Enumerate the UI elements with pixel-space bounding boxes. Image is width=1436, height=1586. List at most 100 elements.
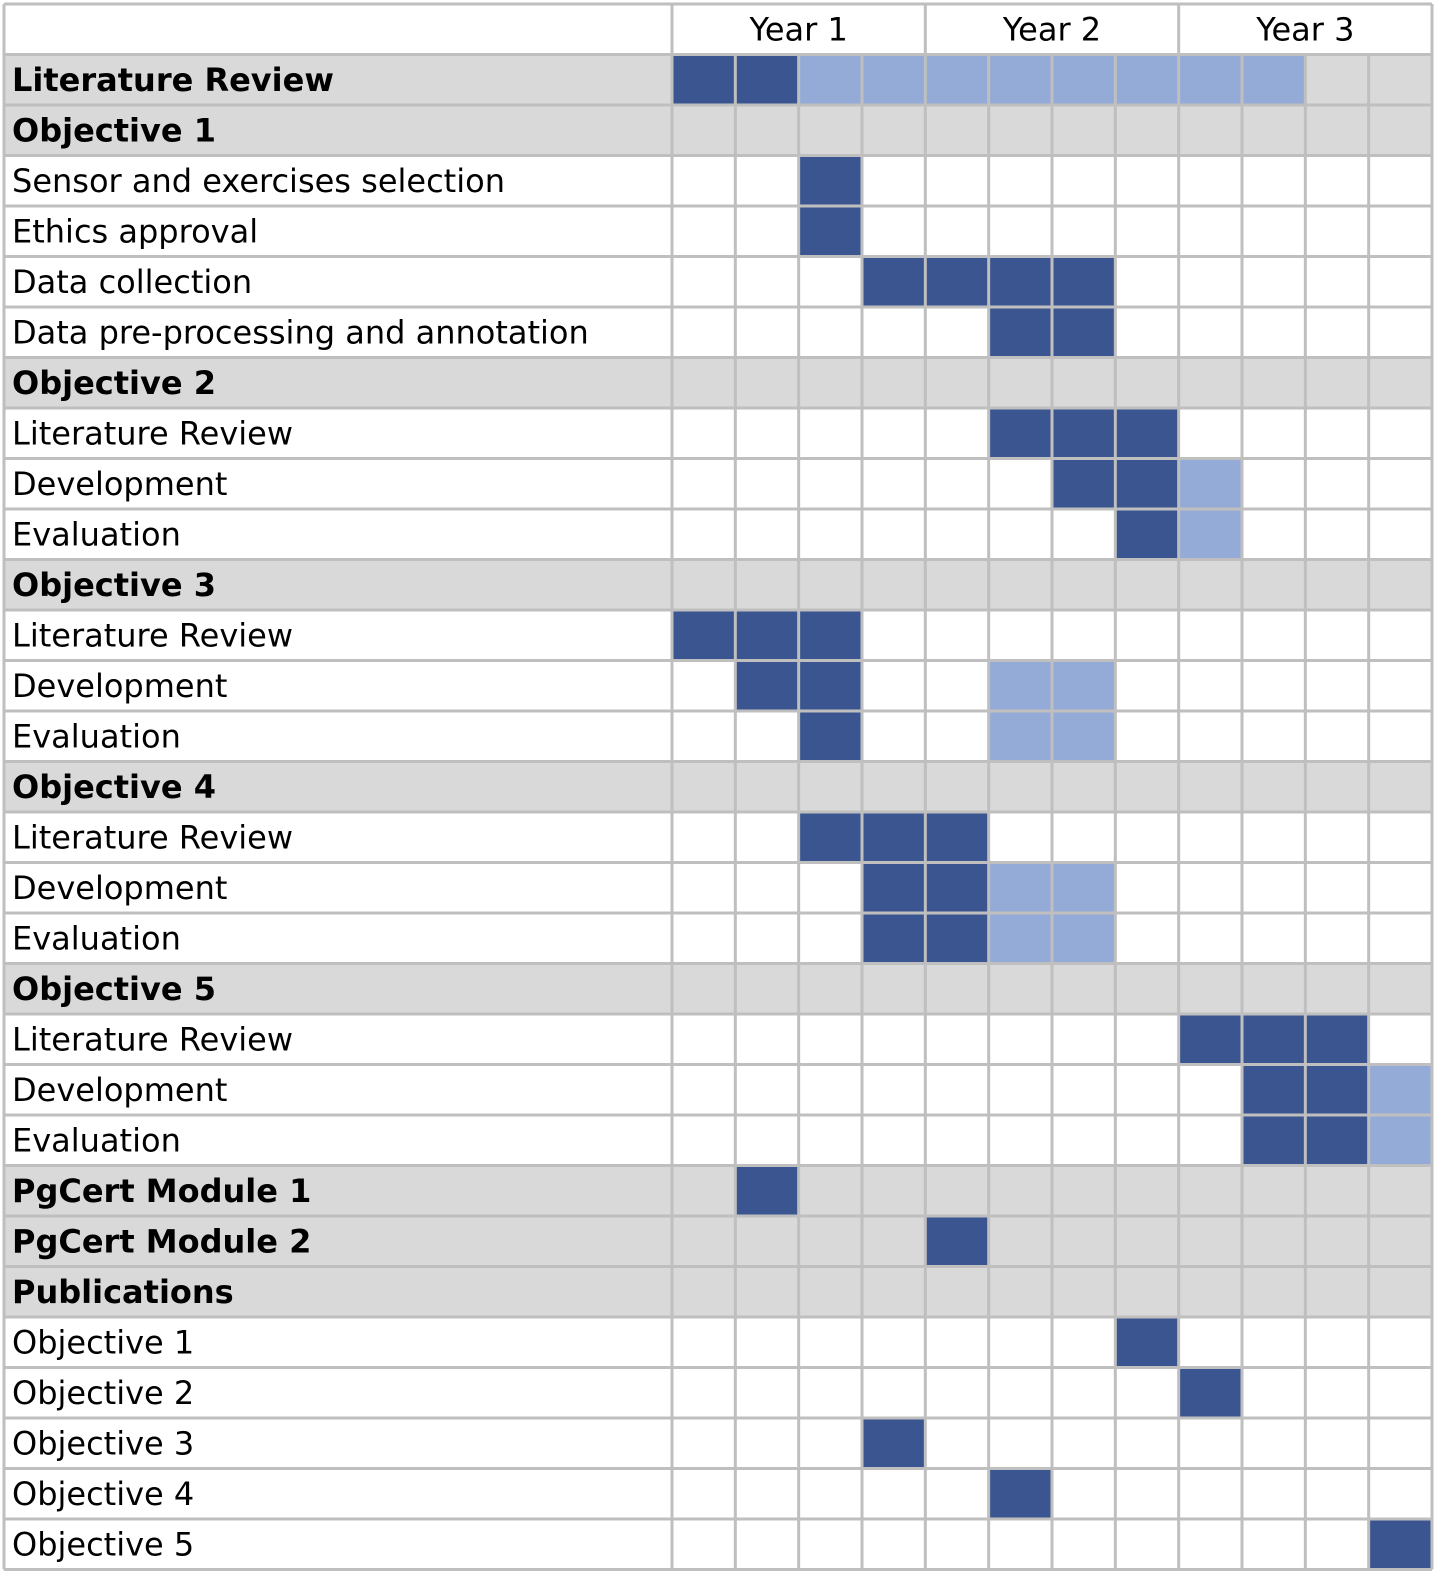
task-label: Development bbox=[12, 465, 227, 503]
gantt-cell-primary bbox=[925, 862, 989, 913]
gantt-cell-primary bbox=[1242, 1115, 1306, 1166]
gantt-cell-secondary bbox=[1052, 711, 1116, 762]
task-labels: Literature Review Objective 1 Sensor and e… bbox=[12, 61, 589, 1564]
gantt-cell-secondary bbox=[1052, 862, 1116, 913]
task-label: Objective 2 bbox=[12, 1374, 194, 1412]
header-row-bg bbox=[4, 761, 1432, 812]
row-backgrounds bbox=[4, 54, 1432, 1317]
task-label: Ethics approval bbox=[12, 212, 258, 250]
gantt-cell-primary bbox=[798, 155, 862, 206]
gantt-cell-primary bbox=[735, 660, 799, 711]
gantt-cell-primary bbox=[798, 610, 862, 661]
gantt-cell-primary bbox=[862, 256, 926, 307]
gantt-cell-secondary bbox=[988, 660, 1052, 711]
section-label: Objective 4 bbox=[12, 768, 216, 806]
section-label: PgCert Module 1 bbox=[12, 1172, 311, 1210]
gantt-cell-secondary bbox=[1178, 509, 1242, 560]
gantt-cell-primary bbox=[798, 812, 862, 863]
gantt-cell-primary bbox=[1052, 458, 1116, 509]
header-row-bg bbox=[4, 1216, 1432, 1267]
gantt-cell-primary bbox=[925, 256, 989, 307]
task-label: Evaluation bbox=[12, 515, 181, 553]
gantt-cell-primary bbox=[1305, 1115, 1369, 1166]
task-label: Objective 5 bbox=[12, 1525, 194, 1563]
gantt-cell-primary bbox=[1052, 307, 1116, 358]
gantt-cell-primary bbox=[672, 54, 736, 105]
section-label: Objective 2 bbox=[12, 364, 216, 402]
section-label: Objective 5 bbox=[12, 970, 216, 1008]
task-label: Evaluation bbox=[12, 919, 181, 957]
gantt-cell-primary bbox=[1115, 408, 1179, 459]
task-label: Objective 4 bbox=[12, 1475, 194, 1513]
gantt-cell-secondary bbox=[1052, 913, 1116, 964]
gantt-cell-primary bbox=[1115, 458, 1179, 509]
gantt-cell-primary bbox=[1368, 1519, 1432, 1570]
task-label: Objective 3 bbox=[12, 1424, 194, 1462]
task-label: Literature Review bbox=[12, 616, 293, 654]
header-row-bg bbox=[4, 105, 1432, 156]
gantt-cell-primary bbox=[925, 812, 989, 863]
gantt-cell-secondary bbox=[925, 54, 989, 105]
task-label: Evaluation bbox=[12, 1121, 181, 1159]
gantt-cell-primary bbox=[735, 610, 799, 661]
gantt-cell-primary bbox=[925, 913, 989, 964]
task-label: Data pre-processing and annotation bbox=[12, 313, 589, 351]
gantt-cell-primary bbox=[735, 1165, 799, 1216]
task-label: Development bbox=[12, 1071, 227, 1109]
gantt-cell-primary bbox=[1178, 1367, 1242, 1418]
gantt-cell-primary bbox=[1052, 256, 1116, 307]
gantt-cell-primary bbox=[925, 1216, 989, 1267]
header-row-bg bbox=[4, 357, 1432, 408]
gantt-cell-primary bbox=[672, 610, 736, 661]
task-label: Sensor and exercises selection bbox=[12, 162, 505, 200]
gantt-cell-primary bbox=[1242, 1014, 1306, 1065]
gantt-cell-secondary bbox=[988, 913, 1052, 964]
header-row-bg bbox=[4, 1165, 1432, 1216]
gantt-cell-primary bbox=[1115, 509, 1179, 560]
gantt-cell-primary bbox=[862, 812, 926, 863]
gantt-cell-secondary bbox=[1178, 458, 1242, 509]
gantt-cell-secondary bbox=[798, 54, 862, 105]
task-label: Evaluation bbox=[12, 717, 181, 755]
section-label: Objective 3 bbox=[12, 566, 216, 604]
gantt-cells bbox=[672, 54, 1432, 1570]
gantt-cell-primary bbox=[988, 408, 1052, 459]
gantt-cell-primary bbox=[1178, 1014, 1242, 1065]
task-label: Objective 1 bbox=[12, 1323, 194, 1361]
gantt-cell-primary bbox=[988, 1468, 1052, 1519]
section-label: Literature Review bbox=[12, 61, 334, 99]
gantt-cell-secondary bbox=[988, 862, 1052, 913]
gantt-cell-secondary bbox=[1115, 54, 1179, 105]
task-label: Development bbox=[12, 667, 227, 705]
gantt-cell-primary bbox=[1115, 1317, 1179, 1368]
gantt-cell-primary bbox=[862, 913, 926, 964]
gantt-cell-primary bbox=[988, 256, 1052, 307]
gantt-cell-secondary bbox=[862, 54, 926, 105]
section-label: Publications bbox=[12, 1273, 234, 1311]
gantt-cell-primary bbox=[862, 862, 926, 913]
task-label: Literature Review bbox=[12, 414, 293, 452]
gantt-cell-primary bbox=[1242, 1064, 1306, 1115]
gantt-cell-primary bbox=[862, 1418, 926, 1469]
gantt-cell-primary bbox=[1305, 1014, 1369, 1065]
year-label: Year 1 bbox=[749, 10, 848, 48]
gantt-cell-primary bbox=[1305, 1064, 1369, 1115]
gantt-cell-secondary bbox=[988, 711, 1052, 762]
section-label: PgCert Module 2 bbox=[12, 1222, 311, 1260]
year-label: Year 2 bbox=[1002, 10, 1101, 48]
gantt-cell-secondary bbox=[1368, 1115, 1432, 1166]
gantt-cell-primary bbox=[798, 206, 862, 257]
year-labels: Year 1 Year 2 Year 3 bbox=[749, 10, 1355, 48]
gantt-cell-primary bbox=[988, 307, 1052, 358]
task-label: Data collection bbox=[12, 263, 252, 301]
header-row-bg bbox=[4, 963, 1432, 1014]
gantt-cell-secondary bbox=[1368, 1064, 1432, 1115]
gantt-cell-primary bbox=[1052, 408, 1116, 459]
gantt-cell-primary bbox=[798, 660, 862, 711]
section-label: Objective 1 bbox=[12, 111, 216, 149]
gantt-cell-secondary bbox=[1242, 54, 1306, 105]
header-row-bg bbox=[4, 1266, 1432, 1317]
gantt-cell-secondary bbox=[988, 54, 1052, 105]
